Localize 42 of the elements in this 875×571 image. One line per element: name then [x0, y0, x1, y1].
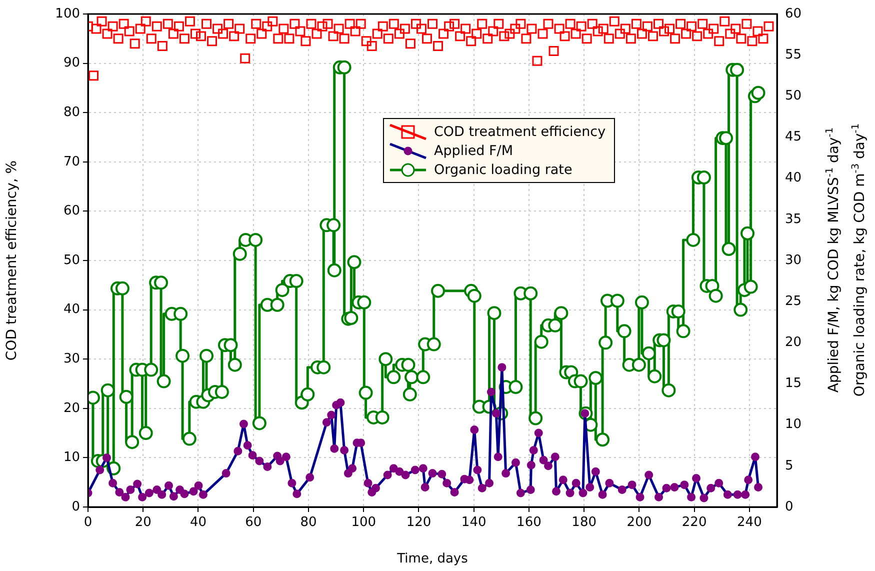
x-tick-label: 60 [245, 515, 262, 530]
x-tick-label: 180 [572, 515, 596, 530]
y2-tick-label: 5 [785, 458, 794, 474]
x-tick-label: 220 [682, 515, 707, 530]
x-tick-label: 160 [516, 515, 542, 530]
legend-label: Organic loading rate [434, 162, 572, 178]
x-tick-label: 20 [134, 515, 152, 530]
x-tick-label: 120 [406, 515, 432, 530]
y-tick-label: 90 [63, 56, 80, 71]
y2-tick-label: 10 [785, 417, 802, 432]
y2-tick-label: 50 [785, 88, 802, 104]
y-tick-label: 0 [72, 499, 80, 514]
y-tick-label: 80 [63, 104, 80, 120]
y-tick-label: 60 [63, 204, 80, 219]
x-tick-label: 40 [190, 515, 207, 530]
x-tick-label: 100 [351, 515, 376, 530]
x-tick-label: 140 [461, 515, 486, 530]
y-axis-title: COD treatment efficiency, % [4, 160, 20, 361]
y-tick-label: 70 [63, 154, 80, 170]
y2-tick-label: 25 [785, 294, 802, 309]
x-tick-label: 0 [84, 515, 92, 530]
y-tick-label: 50 [63, 252, 80, 268]
x-tick-label: 240 [737, 515, 762, 530]
y2-tick-label: 15 [785, 376, 802, 392]
y-tick-label: 100 [55, 6, 80, 22]
y2-tick-label: 30 [785, 252, 802, 268]
y2-tick-label: 20 [785, 335, 802, 350]
y2-tick-label: 35 [785, 212, 802, 227]
legend-label: COD treatment efficiency [434, 124, 606, 140]
y2-tick-label: 60 [785, 6, 802, 22]
y-tick-label: 40 [63, 302, 80, 318]
y2-tick-label: 40 [785, 170, 802, 186]
y-tick-label: 10 [63, 450, 80, 466]
y2-tick-label: 45 [785, 130, 802, 145]
y2-tick-label: 55 [785, 47, 802, 62]
y2-tick-label: 0 [785, 499, 794, 514]
x-tick-label: 80 [300, 515, 317, 530]
x-axis-title: Time, days [396, 552, 468, 567]
legend-label: Applied F/M [434, 142, 514, 158]
y-tick-label: 30 [63, 351, 80, 366]
x-tick-label: 200 [626, 515, 652, 530]
y-tick-label: 20 [63, 400, 80, 416]
